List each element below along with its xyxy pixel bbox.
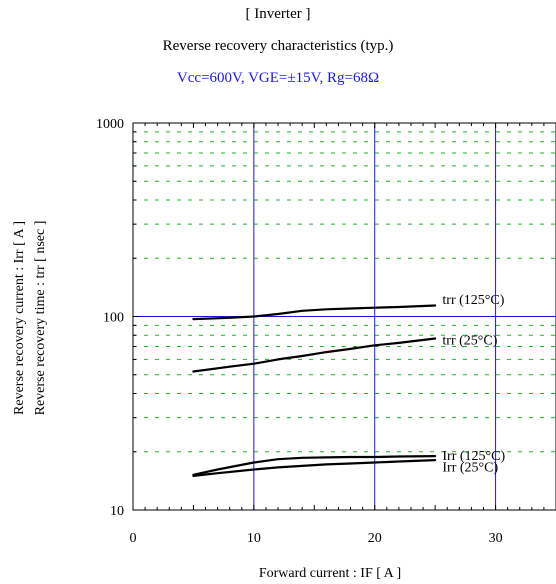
x-tick-label: 0 — [130, 531, 137, 546]
x-tick-label: 20 — [368, 531, 382, 546]
series-annotation: trr (125°C) — [442, 293, 504, 308]
y-tick-label: 10 — [110, 504, 124, 519]
y-axis-ticks: 10 100 1000 — [96, 117, 139, 519]
annotation-layer: trr (125°C) trr (25°C) Irr (125°C)Irr (25°… — [442, 293, 505, 475]
series-annotation: Irr (125°C) — [442, 449, 505, 464]
y-axis-label-current: Reverse recovery current : Irr [ A ] — [12, 221, 27, 415]
chart-conditions: Vcc=600V, VGE=±15V, Rg=68Ω — [176, 70, 380, 86]
series-annotation: Irr (25°C) — [442, 460, 498, 475]
series-line — [192, 459, 437, 477]
series-line — [192, 304, 437, 321]
series-annotation: trr (25°C) — [442, 334, 497, 349]
section-label: [ Inverter ] — [245, 6, 311, 22]
x-axis-ticks: 0 10 20 30 — [130, 123, 556, 546]
y-axis-label-time: Reverse recovery time : trr [ nsec ] — [33, 221, 48, 416]
x-tick-label: 10 — [247, 531, 261, 546]
x-tick-label: 30 — [489, 531, 503, 546]
chart-title: Reverse recovery characteristics (typ.) — [162, 38, 394, 54]
series-line — [192, 455, 437, 476]
minor-gridlines — [133, 131, 556, 453]
x-axis-label: Forward current : IF [ A ] — [259, 566, 401, 581]
series-layer — [192, 304, 437, 477]
y-tick-label: 1000 — [96, 117, 124, 132]
y-tick-label: 100 — [103, 311, 124, 326]
series-line — [192, 337, 437, 373]
